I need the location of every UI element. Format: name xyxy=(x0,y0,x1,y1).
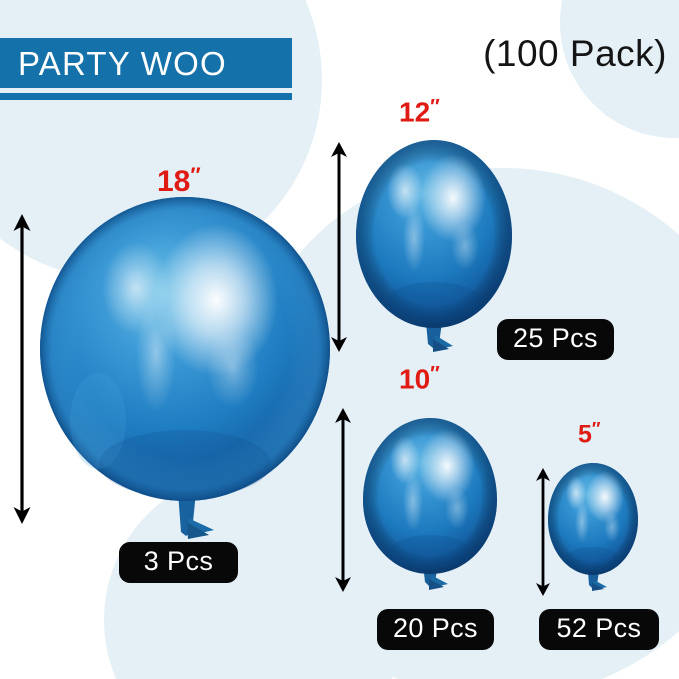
count-label-5: 52 Pcs xyxy=(556,613,642,643)
balloon-12-inch xyxy=(352,136,516,360)
count-badge-10: 20 Pcs xyxy=(377,609,494,650)
brand-bar: PARTY WOO xyxy=(0,38,292,88)
count-label-12: 25 Pcs xyxy=(513,323,598,353)
size-unit-18: ″ xyxy=(190,162,200,187)
size-label-12: 12″ xyxy=(399,96,440,128)
size-number-10: 10 xyxy=(399,363,431,395)
brand-underline xyxy=(0,93,292,100)
size-number-5: 5 xyxy=(578,420,592,449)
size-label-10: 10″ xyxy=(399,363,440,395)
count-label-18: 3 Pcs xyxy=(143,546,214,576)
pack-quantity-label: (100 Pack) xyxy=(483,33,667,74)
brand-logo: PARTY WOO xyxy=(0,38,292,100)
size-number-12: 12 xyxy=(399,96,431,128)
count-label-10: 20 Pcs xyxy=(393,613,478,643)
brand-name: PARTY WOO xyxy=(18,44,227,82)
count-badge-5: 52 Pcs xyxy=(539,609,659,650)
size-unit-12: ″ xyxy=(430,96,440,118)
balloon-10-inch xyxy=(359,414,501,596)
height-arrow-18 xyxy=(8,212,36,526)
size-unit-10: ″ xyxy=(430,363,440,385)
height-arrow-12 xyxy=(326,140,352,354)
count-badge-12: 25 Pcs xyxy=(497,319,614,360)
height-arrow-5 xyxy=(531,466,555,598)
balloon-18-inch xyxy=(38,196,334,544)
size-number-18: 18 xyxy=(157,165,191,199)
size-label-18: 18″ xyxy=(157,162,201,199)
size-unit-5: ″ xyxy=(591,419,601,439)
count-badge-18: 3 Pcs xyxy=(119,542,238,583)
balloon-5-inch xyxy=(545,459,641,595)
height-arrow-10 xyxy=(330,406,356,594)
size-label-5: 5″ xyxy=(578,420,600,448)
